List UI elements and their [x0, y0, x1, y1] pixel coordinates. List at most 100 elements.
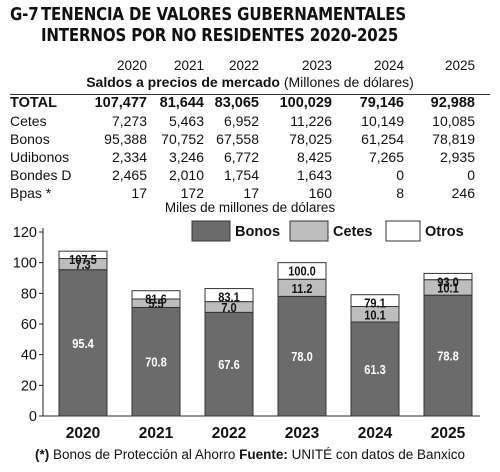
bar-total-label: 107.5	[69, 252, 97, 267]
legend-swatch-bonos	[191, 220, 231, 242]
table-cell: 83,065	[214, 95, 259, 111]
bar-segment-otros	[277, 262, 327, 280]
x-tick-label: 2022	[212, 425, 246, 442]
y-tick-label: 0	[29, 409, 37, 425]
x-tick-label: 2021	[139, 425, 174, 442]
y-tick-label: 100	[13, 256, 37, 272]
bar-value-label: 7.0	[221, 300, 237, 315]
table-cell: 6,772	[223, 149, 259, 165]
table-cell: 0	[396, 167, 404, 183]
table-cell: 246	[451, 185, 475, 201]
bar-value-label: 10.1	[437, 281, 459, 296]
title-line-2: INTERNOS POR NO RESIDENTES 2020-2025	[40, 26, 399, 46]
bar-segment-otros	[204, 288, 254, 303]
bar-value-label: 11.2	[292, 281, 313, 296]
table-divider	[10, 94, 490, 95]
table-cell: 3,246	[168, 149, 204, 165]
table-year-2025: 2025	[444, 58, 475, 73]
table-cell: 67,558	[216, 131, 259, 147]
y-tick-label: 60	[21, 317, 37, 333]
table-cell: 78,819	[432, 131, 475, 147]
bar-segment-bonos	[277, 295, 327, 417]
footnote-marker: (*)	[34, 447, 50, 462]
y-tick-label: 120	[13, 225, 37, 241]
table-row-label: TOTAL	[10, 95, 57, 111]
table-row: TOTAL 107,477 81,644 83,065 100,029 79,146 92,…	[0, 95, 500, 111]
bar-total-label: 93.0	[437, 275, 459, 290]
y-tick-label: 20	[21, 378, 37, 394]
table-cell: 70,752	[161, 131, 204, 147]
table-year-2020: 2020	[116, 58, 147, 73]
table-cell: 0	[467, 167, 475, 183]
y-tick-label: 40	[21, 348, 37, 364]
table-cell: 8	[396, 185, 404, 201]
source-label: Fuente:	[239, 447, 288, 462]
bar-total-label: 79.1	[364, 296, 386, 311]
legend-label-bonos: Bonos	[235, 224, 280, 240]
x-tick-label: 2023	[285, 425, 320, 442]
bar-segment-otros	[423, 272, 473, 281]
legend-label-otros: Otros	[425, 224, 464, 240]
legend-swatch-otros	[385, 220, 421, 242]
bar-value-label: 7.3	[75, 257, 91, 272]
table-cell: 100,029	[279, 95, 332, 111]
table-cell: 10,085	[432, 113, 475, 129]
table-cell: 2,010	[168, 167, 204, 183]
table-cell: 61,254	[361, 131, 404, 147]
bar-value-label: 61.3	[364, 362, 386, 377]
footnote: (*) Bonos de Protección al Ahorro Fuente…	[0, 447, 500, 462]
table-cell: 8,425	[296, 149, 332, 165]
table-cell: 5,463	[168, 113, 204, 129]
table-cell: 7,273	[111, 113, 147, 129]
legend-swatch-cetes	[289, 220, 329, 242]
bar-value-label: 78.0	[291, 349, 313, 364]
table-row: Udibonos 2,334 3,246 6,772 8,425 7,265 2,935	[0, 149, 500, 165]
bar-segment-bonos	[350, 321, 400, 417]
chart-code: G-7	[10, 5, 39, 25]
table-row-label: Udibonos	[10, 149, 70, 165]
table-cell: 2,334	[111, 149, 147, 165]
table-cell: 2,935	[439, 149, 475, 165]
table-cell: 2,465	[111, 167, 147, 183]
bar-value-label: 78.8	[437, 349, 459, 364]
table-year-2024: 2024	[373, 58, 404, 73]
table-cell: 79,146	[359, 95, 404, 111]
table-cell: 160	[308, 185, 332, 201]
table-cell: 6,952	[223, 113, 259, 129]
x-tick-label: 2024	[358, 425, 393, 442]
table-row: Bondes D 2,465 2,010 1,754 1,643 0 0	[0, 167, 500, 183]
y-tick-label: 80	[21, 286, 37, 302]
legend-label-cetes: Cetes	[333, 224, 373, 240]
table-row: Bpas * 17 172 17 160 8 246	[0, 185, 500, 201]
table-cell: 7,265	[368, 149, 404, 165]
x-tick-label: 2020	[66, 425, 100, 442]
table-cell: 172	[180, 185, 204, 201]
table-cell: 81,644	[159, 95, 204, 111]
table-row: Bonos 95,388 70,752 67,558 78,025 61,254 78,81…	[0, 131, 500, 147]
bar-segment-bonos	[131, 306, 181, 417]
table-cell: 17	[243, 185, 259, 201]
bar-total-label: 83.1	[218, 290, 240, 305]
bar-value-label: 67.6	[218, 357, 240, 372]
table-cell: 78,025	[289, 131, 332, 147]
table-subtitle: Saldos a precios de mercado (Millones de…	[0, 74, 500, 90]
bar-value-label: 10.1	[364, 307, 386, 322]
bar-value-label: 95.4	[72, 336, 94, 351]
bar-segment-bonos	[58, 269, 108, 417]
table-row-label: Bonos	[10, 131, 50, 147]
table-row-label: Bondes D	[10, 167, 72, 183]
table-year-2022: 2022	[228, 58, 259, 73]
table-cell: 95,388	[104, 131, 147, 147]
table-cell: 1,643	[296, 167, 332, 183]
bar-segment-otros	[58, 250, 108, 260]
bar-total-label: 100.0	[288, 264, 316, 279]
table-cell: 10,149	[361, 113, 404, 129]
table-row: Cetes 7,273 5,463 6,952 11,226 10,149 10,085	[0, 113, 500, 129]
table-year-2023: 2023	[301, 58, 332, 73]
table-cell: 11,226	[290, 113, 332, 129]
table-cell: 92,988	[430, 95, 475, 111]
bar-value-label: 70.8	[145, 355, 167, 370]
bar-segment-bonos	[204, 311, 254, 417]
bar-segment-otros	[350, 294, 400, 308]
